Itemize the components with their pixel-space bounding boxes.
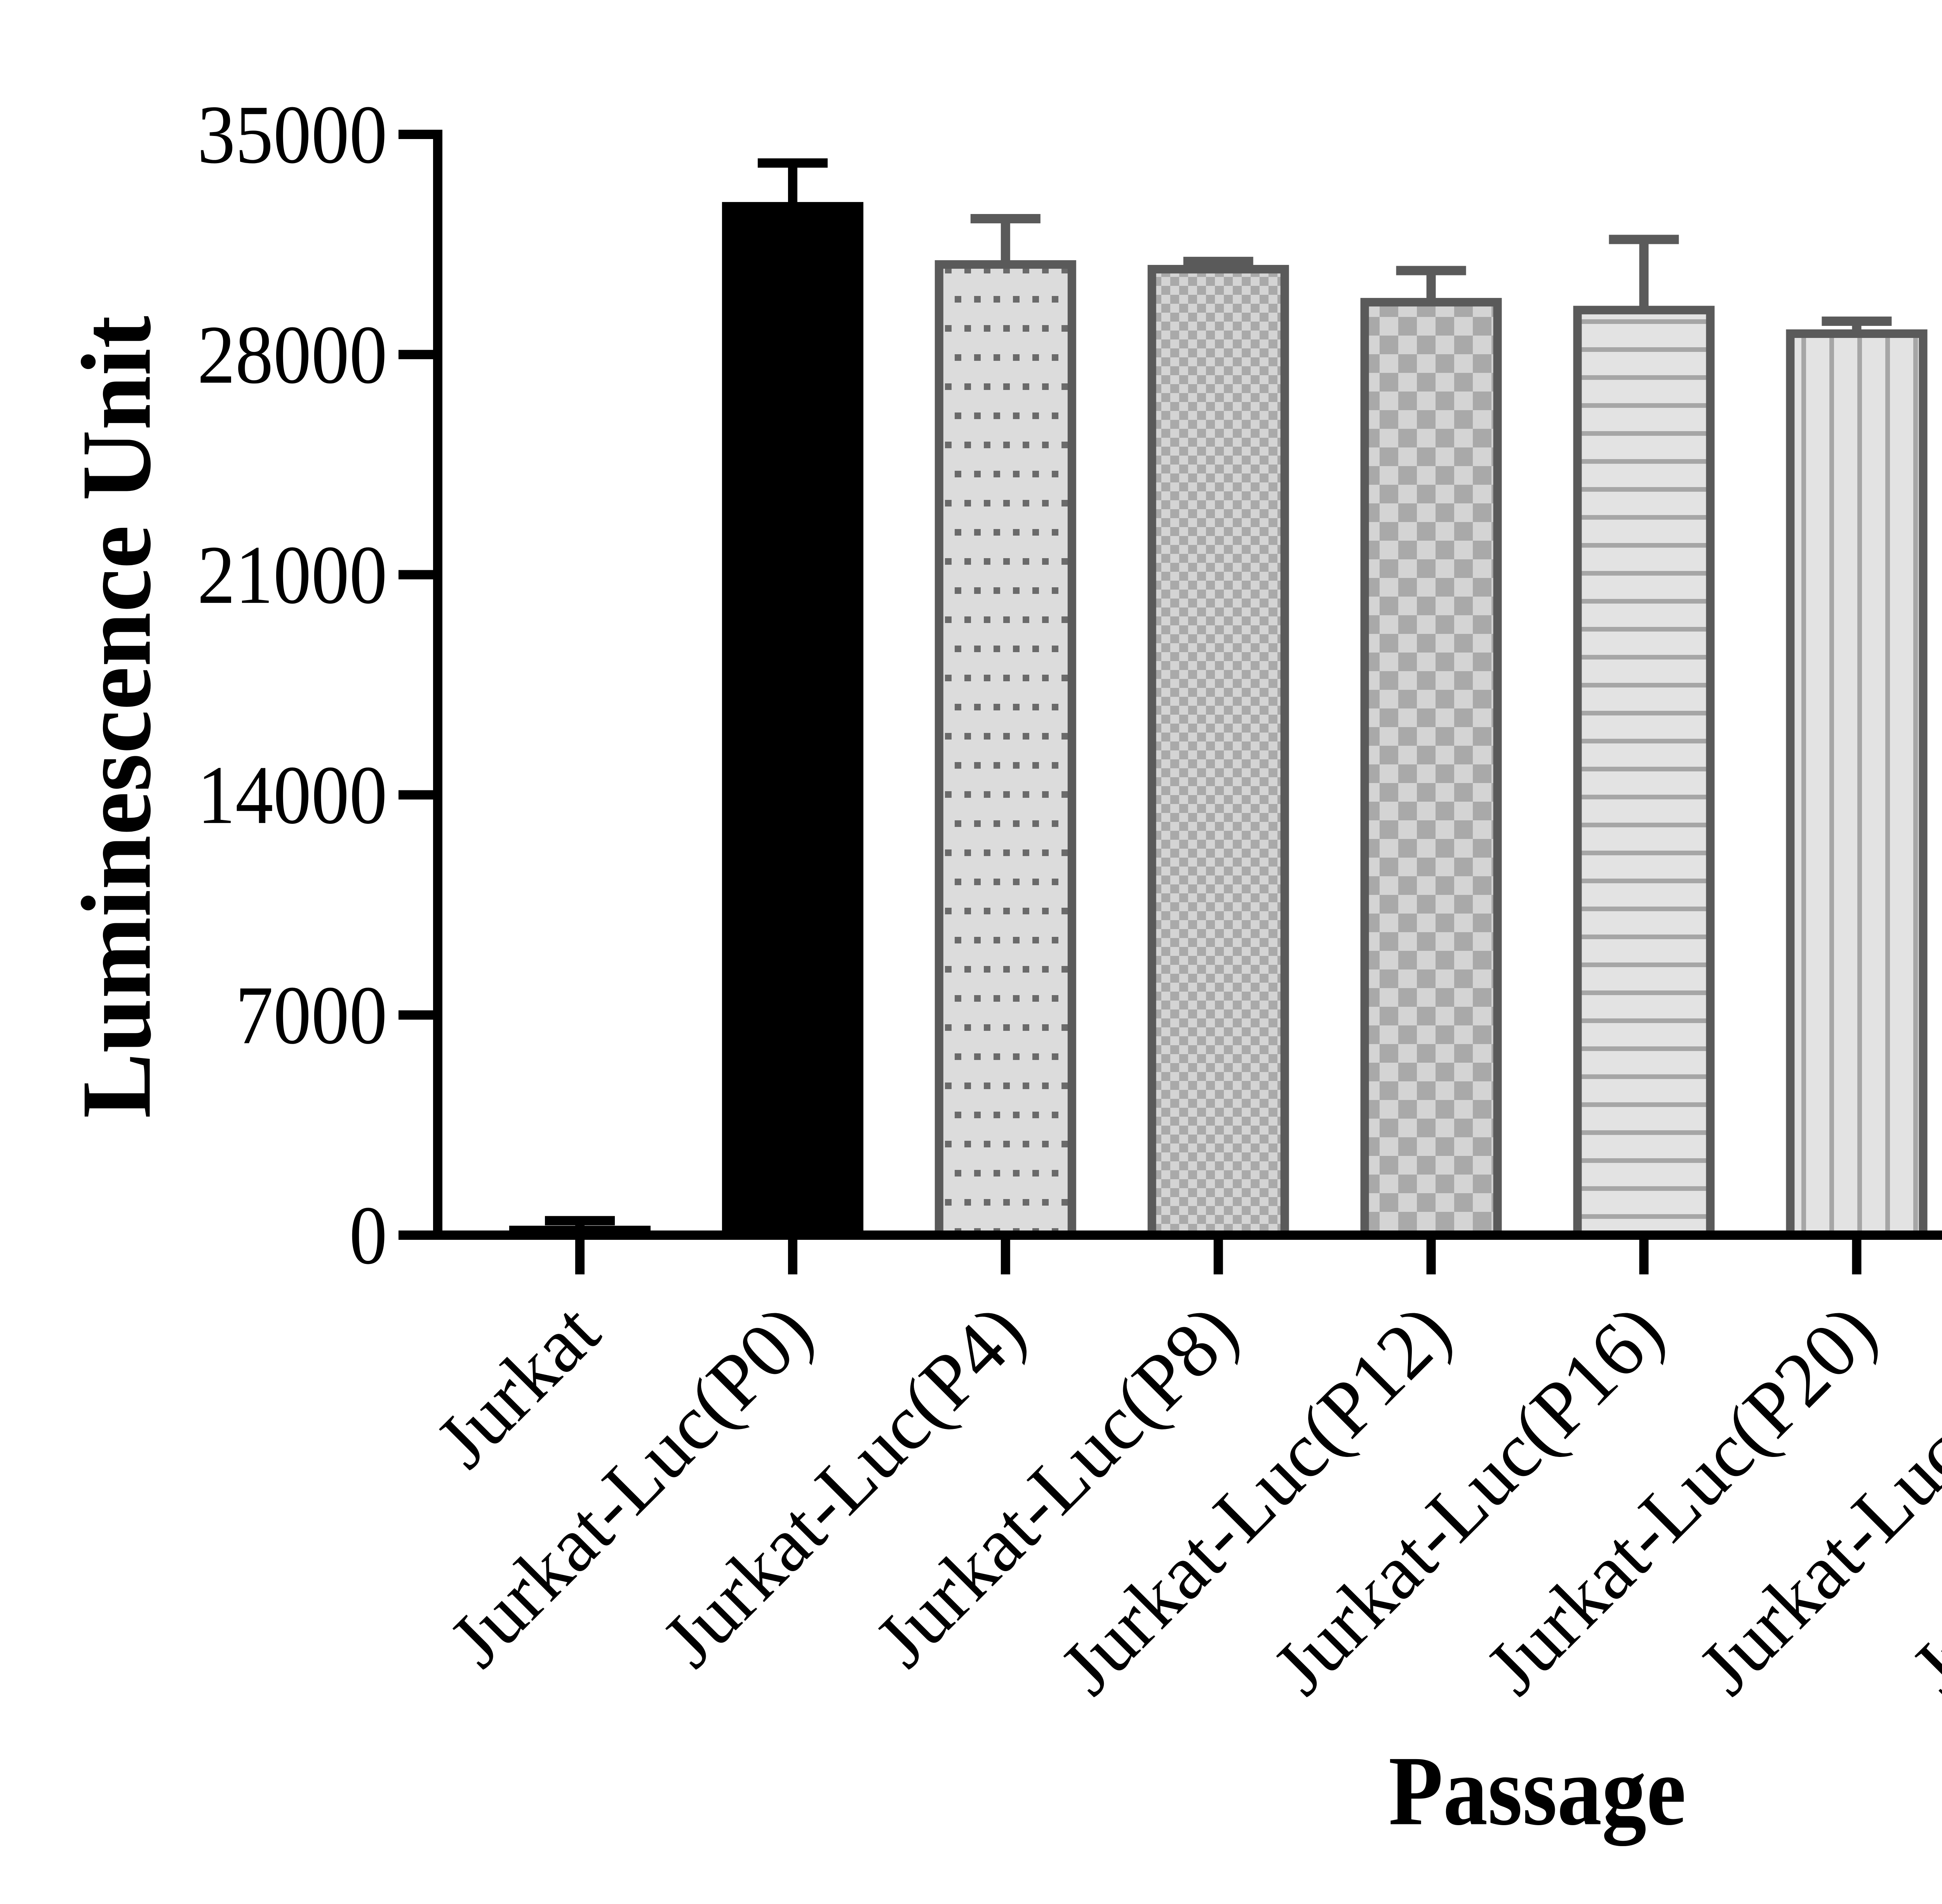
y-tick-label: 7000 (235, 969, 387, 1062)
error-bar-cap (1822, 316, 1892, 326)
x-tick (1426, 1240, 1436, 1274)
error-bar-cap (970, 214, 1041, 224)
error-bar-cap (1609, 235, 1679, 244)
x-tick (575, 1240, 585, 1274)
y-tick-label: 14000 (197, 748, 387, 841)
bar-5 (1573, 306, 1715, 1240)
y-tick-label: 28000 (197, 308, 387, 401)
y-tick (398, 350, 442, 359)
x-tick (1852, 1240, 1862, 1274)
y-tick (398, 1010, 442, 1020)
y-axis-line (433, 130, 442, 1240)
y-tick (398, 130, 442, 139)
bars (509, 202, 1928, 1240)
x-tick (1001, 1240, 1010, 1274)
x-tick (1639, 1240, 1649, 1274)
bar-1 (722, 202, 863, 1240)
error-bar-cap (1396, 266, 1466, 275)
y-tick (398, 570, 442, 580)
bar-6 (1786, 329, 1928, 1240)
x-tick (1213, 1240, 1223, 1274)
x-axis-line (433, 1230, 1942, 1240)
bar-3 (1147, 265, 1289, 1240)
x-axis-title: Passage (1389, 1736, 1686, 1847)
error-bar-cap (1183, 257, 1253, 266)
y-tick (398, 1230, 442, 1240)
error-bar-cap (545, 1216, 615, 1225)
y-axis-title: Luminescence Unit (62, 316, 172, 1118)
y-tick-label: 35000 (197, 88, 387, 181)
error-bar-cap (757, 158, 828, 168)
y-tick (398, 790, 442, 800)
bar-2 (934, 260, 1076, 1240)
y-tick-label: 21000 (197, 528, 387, 621)
x-tick (788, 1240, 797, 1274)
bar-4 (1360, 298, 1502, 1240)
y-tick-label: 0 (349, 1189, 387, 1282)
